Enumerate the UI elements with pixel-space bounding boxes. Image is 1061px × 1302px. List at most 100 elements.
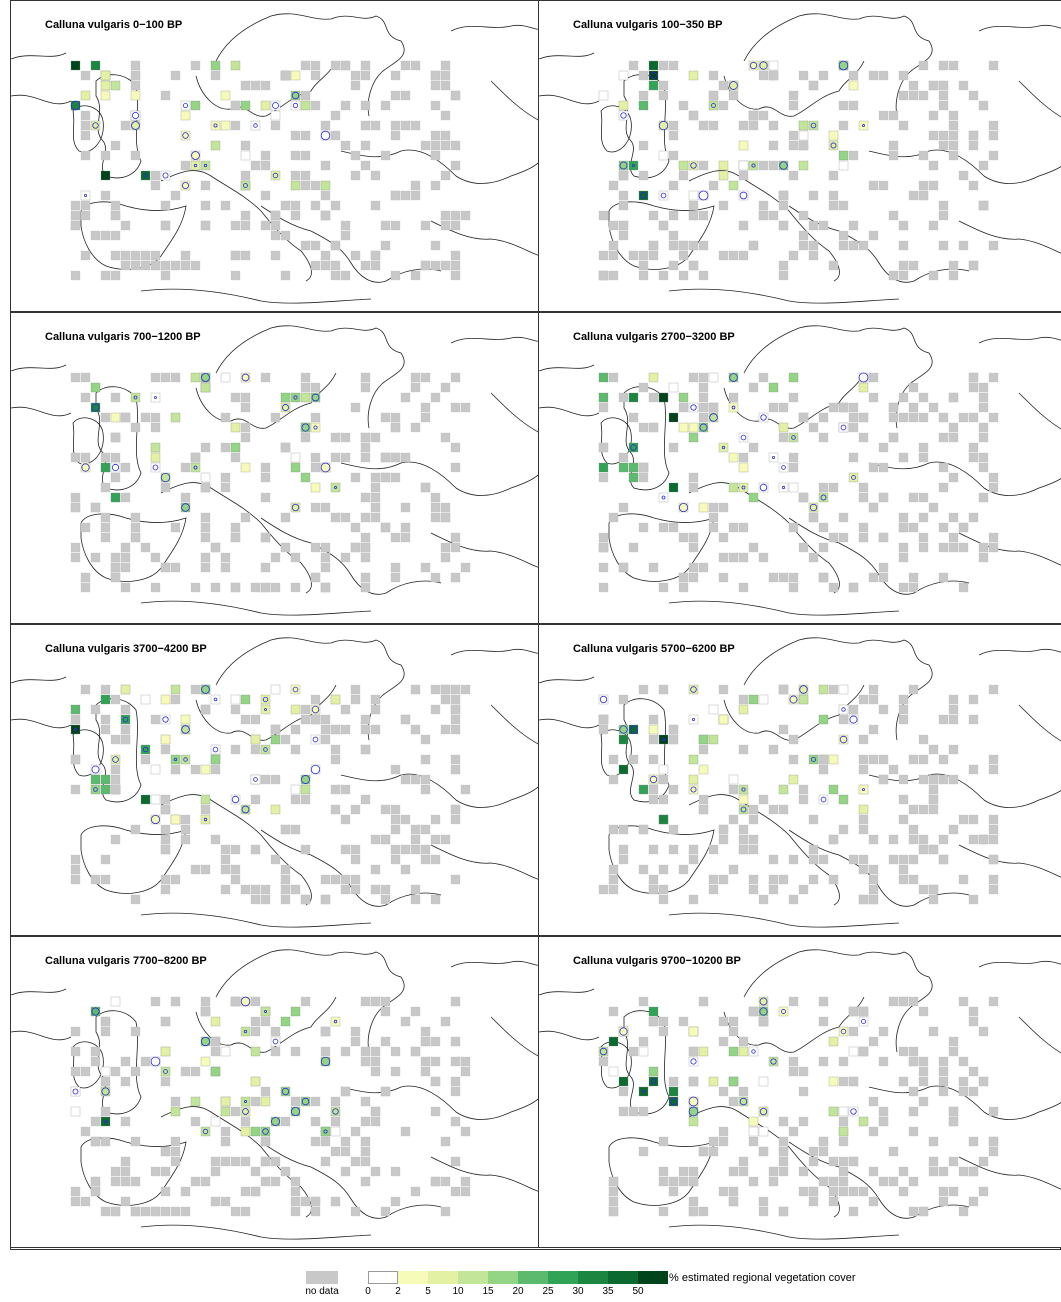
grid-cell: [808, 80, 819, 91]
grid-cell: [688, 1176, 699, 1187]
grid-cell: [738, 190, 749, 201]
grid-cell: [738, 1036, 749, 1047]
grid-cell: [350, 884, 361, 895]
grid-cell: [988, 996, 999, 1007]
grid-cell: [988, 1136, 999, 1147]
grid-cell: [868, 1166, 879, 1177]
grid-cell: [150, 422, 161, 433]
grid-cell: [240, 714, 251, 725]
coast-blacksea: [868, 149, 1061, 184]
grid-cell: [728, 402, 739, 413]
grid-cell: [260, 894, 271, 905]
grid-cell: [938, 1076, 949, 1087]
site-circle: [860, 1018, 867, 1025]
grid-cell: [688, 1196, 699, 1207]
grid-cell: [420, 1056, 431, 1067]
grid-cell: [150, 582, 161, 593]
grid-cell: [70, 60, 81, 71]
grid-cell: [728, 1096, 739, 1107]
grid-cell: [918, 884, 929, 895]
grid-cell: [150, 462, 161, 473]
coast-scandinavia: [743, 637, 933, 741]
grid-cell: [988, 814, 999, 825]
panel-title: Calluna vulgaris 9700−10200 BP: [573, 955, 741, 967]
grid-cell: [728, 250, 739, 261]
grid-cell: [120, 562, 131, 573]
site-circle: [243, 183, 248, 188]
grid-cell: [400, 864, 411, 875]
grid-cell: [430, 70, 441, 81]
grid-cell: [988, 60, 999, 71]
grid-cell: [240, 432, 251, 443]
grid-cell: [618, 160, 629, 171]
grid-cell: [598, 90, 609, 101]
grid-cell: [160, 562, 171, 573]
grid-cell: [140, 170, 151, 181]
grid-cell: [240, 372, 251, 383]
grid-cell: [90, 1116, 101, 1127]
grid-cell: [868, 864, 879, 875]
grid-cell: [688, 1056, 699, 1067]
grid-cell: [818, 522, 829, 533]
site-circle: [632, 164, 635, 167]
grid-cell: [250, 120, 261, 131]
site-circle: [301, 423, 310, 432]
coast-blacksea: [340, 773, 538, 808]
site-circle: [691, 717, 696, 722]
grid-cell: [390, 190, 401, 201]
grid-cell: [260, 744, 271, 755]
grid-cell: [310, 542, 321, 553]
grid-cell: [848, 402, 859, 413]
grid-cell: [838, 512, 849, 523]
grid-cell: [300, 180, 311, 191]
grid-cell: [240, 220, 251, 231]
site-circle: [272, 102, 279, 109]
grid-cell: [400, 120, 411, 131]
grid-cell: [918, 734, 929, 745]
grid-cell: [688, 200, 699, 211]
grid-cell: [300, 100, 311, 111]
grid-cell: [440, 834, 451, 845]
grid-cell: [608, 874, 619, 885]
europe-map: [539, 949, 1061, 1240]
grid-cell: [390, 1166, 401, 1177]
grid-cell: [160, 1066, 171, 1077]
grid-cell: [430, 1056, 441, 1067]
grid-cell: [70, 552, 81, 563]
grid-cell: [440, 502, 451, 513]
grid-cell: [848, 1106, 859, 1117]
grid-cell: [628, 462, 639, 473]
grid-cell: [698, 804, 709, 815]
grid-cell: [110, 472, 121, 483]
grid-cell: [948, 270, 959, 281]
grid-cell: [350, 542, 361, 553]
grid-cell: [200, 160, 211, 171]
grid-cell: [80, 190, 91, 201]
grid-cell: [70, 492, 81, 503]
grid-cell: [290, 392, 301, 403]
grid-cell: [340, 140, 351, 151]
site-circle: [272, 1038, 279, 1045]
grid-cell: [290, 794, 301, 805]
grid-cell: [928, 180, 939, 191]
site-circle: [751, 163, 756, 168]
grid-cell: [320, 1126, 331, 1137]
site-circle: [740, 806, 747, 813]
grid-cell: [90, 120, 101, 131]
map-panel-1: Calluna vulgaris 0−100 BP: [10, 0, 539, 312]
grid-cell: [988, 472, 999, 483]
grid-cell: [390, 532, 401, 543]
coast-africa: [668, 288, 900, 304]
grid-cell: [380, 100, 391, 111]
grid-cell: [698, 402, 709, 413]
colorbar-tick: 0: [365, 1286, 371, 1297]
grid-cell: [758, 60, 769, 71]
grid-cell: [370, 1056, 381, 1067]
grid-cell: [100, 512, 111, 523]
grid-cell: [668, 522, 679, 533]
grid-cell: [260, 160, 271, 171]
grid-cell: [928, 1156, 939, 1167]
grid-cell: [200, 522, 211, 533]
grid-cell: [818, 1136, 829, 1147]
site-circle: [820, 796, 827, 803]
